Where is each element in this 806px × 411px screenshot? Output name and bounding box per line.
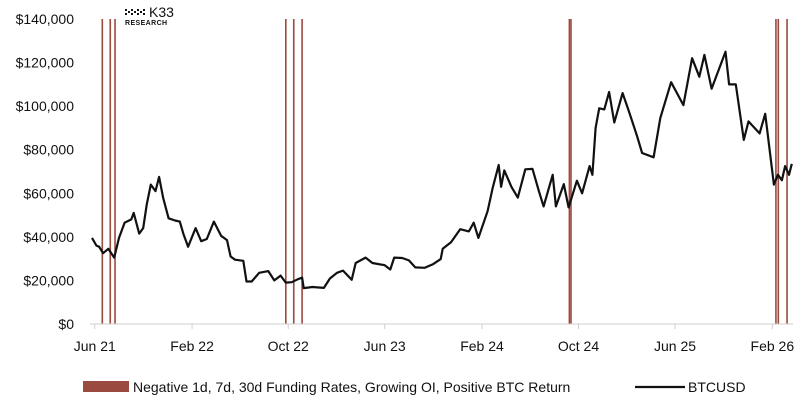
y-tick-label: $100,000	[16, 98, 75, 114]
legend-swatch-bands	[83, 381, 129, 392]
series-line-btcusd	[91, 50, 793, 290]
logo-mark-icon	[125, 9, 145, 15]
brand-logo: K33 RESEARCH	[125, 4, 174, 27]
y-tick-label: $0	[58, 316, 74, 332]
y-tick-label: $140,000	[16, 11, 75, 27]
y-tick-label: $60,000	[23, 185, 74, 201]
y-tick-labels: $0 $20,000 $40,000 $60,000 $80,000 $100,000 $1…	[16, 11, 75, 332]
x-tick-label: Jun 23	[364, 338, 406, 354]
x-ticks	[94, 324, 773, 329]
x-tick-label: Jun 25	[654, 338, 696, 354]
x-tick-labels: Jun 21 Feb 22 Oct 22 Jun 23 Feb 24 Oct 24 Jun …	[74, 338, 795, 354]
y-tick-label: $40,000	[23, 229, 74, 245]
x-tick-label: Feb 22	[170, 338, 214, 354]
y-tick-label: $120,000	[16, 55, 75, 71]
legend-label-bands: Negative 1d, 7d, 30d Funding Rates, Grow…	[133, 379, 570, 395]
x-tick-label: Oct 22	[268, 338, 309, 354]
y-tick-label: $20,000	[23, 272, 74, 288]
brand-subtitle: RESEARCH	[125, 20, 167, 27]
x-tick-label: Feb 26	[751, 338, 795, 354]
legend: Negative 1d, 7d, 30d Funding Rates, Grow…	[83, 379, 746, 395]
x-tick-label: Jun 21	[74, 338, 116, 354]
legend-label-btcusd: BTCUSD	[688, 379, 746, 395]
x-tick-label: Feb 24	[460, 338, 504, 354]
brand-name: K33	[149, 4, 174, 20]
band-group	[101, 19, 788, 324]
x-tick-label: Oct 24	[558, 338, 599, 354]
y-tick-label: $80,000	[23, 142, 74, 158]
